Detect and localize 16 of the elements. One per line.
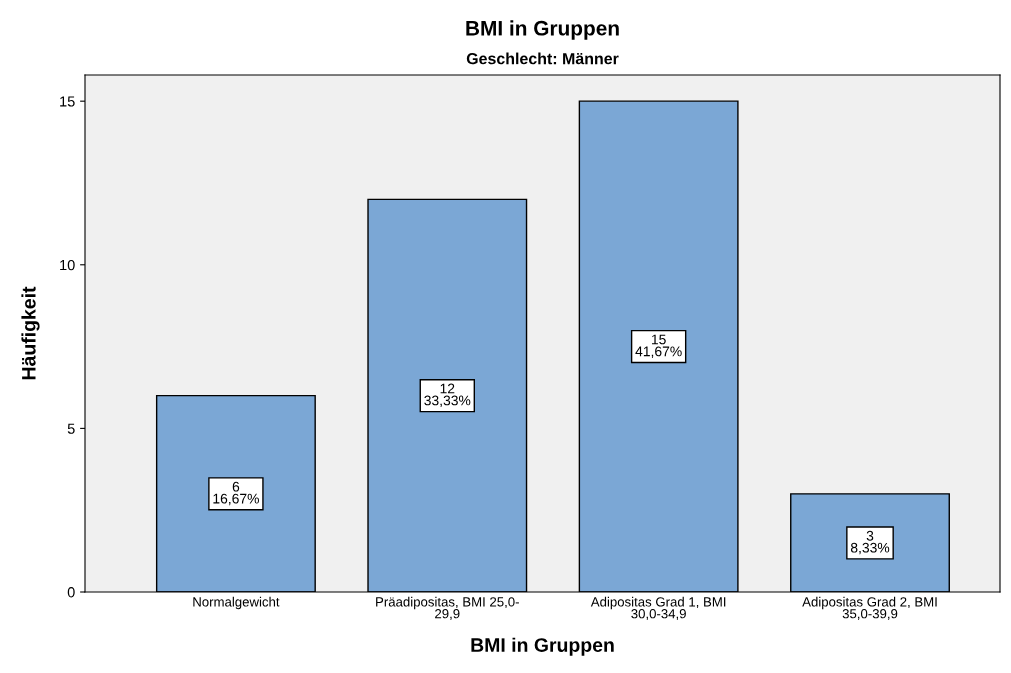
- x-axis-title: BMI in Gruppen: [471, 637, 614, 656]
- x-tick-label: Adipositas Grad 1, BMI 30,0-34,9: [590, 596, 726, 620]
- x-tick-label: Normalgewicht: [193, 596, 280, 610]
- x-tick-label: Präadipositas, BMI 25,0- 29,9: [376, 596, 519, 620]
- y-tick-label: 5: [67, 423, 75, 434]
- x-tick-label: Adipositas Grad 2, BMI 35,0-39,9: [802, 596, 937, 620]
- data-label: 12 33,33%: [424, 383, 471, 408]
- chart-title: BMI in Gruppen: [466, 20, 619, 40]
- y-tick-label: 10: [60, 259, 75, 271]
- chart-subtitle: Geschlecht: Männer: [466, 52, 619, 65]
- y-tick-label: 0: [67, 587, 75, 598]
- data-label: 3 8,33%: [850, 530, 890, 555]
- y-tick-label: 15: [60, 96, 75, 107]
- data-label: 15 41,67%: [635, 334, 682, 358]
- data-label: 6 16,67%: [213, 481, 259, 506]
- y-axis-title: Häufigkeit: [21, 286, 40, 380]
